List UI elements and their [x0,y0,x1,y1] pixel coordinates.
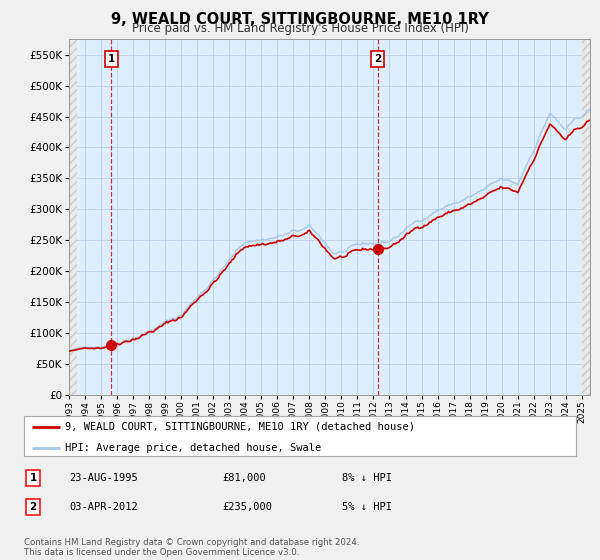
Bar [582,39,590,395]
Text: 23-AUG-1995: 23-AUG-1995 [69,473,138,483]
Text: HPI: Average price, detached house, Swale: HPI: Average price, detached house, Swal… [65,442,322,452]
Bar [69,39,77,395]
Text: 2: 2 [374,54,381,64]
Text: 9, WEALD COURT, SITTINGBOURNE, ME10 1RY (detached house): 9, WEALD COURT, SITTINGBOURNE, ME10 1RY … [65,422,415,432]
Text: £81,000: £81,000 [222,473,266,483]
Text: Price paid vs. HM Land Registry's House Price Index (HPI): Price paid vs. HM Land Registry's House … [131,22,469,35]
Text: 5% ↓ HPI: 5% ↓ HPI [342,502,392,512]
Text: 8% ↓ HPI: 8% ↓ HPI [342,473,392,483]
Text: 1: 1 [29,473,37,483]
Text: 1: 1 [108,54,115,64]
Text: 9, WEALD COURT, SITTINGBOURNE, ME10 1RY: 9, WEALD COURT, SITTINGBOURNE, ME10 1RY [111,12,489,27]
Text: 2: 2 [29,502,37,512]
Text: Contains HM Land Registry data © Crown copyright and database right 2024.
This d: Contains HM Land Registry data © Crown c… [24,538,359,557]
Text: 03-APR-2012: 03-APR-2012 [69,502,138,512]
Text: £235,000: £235,000 [222,502,272,512]
